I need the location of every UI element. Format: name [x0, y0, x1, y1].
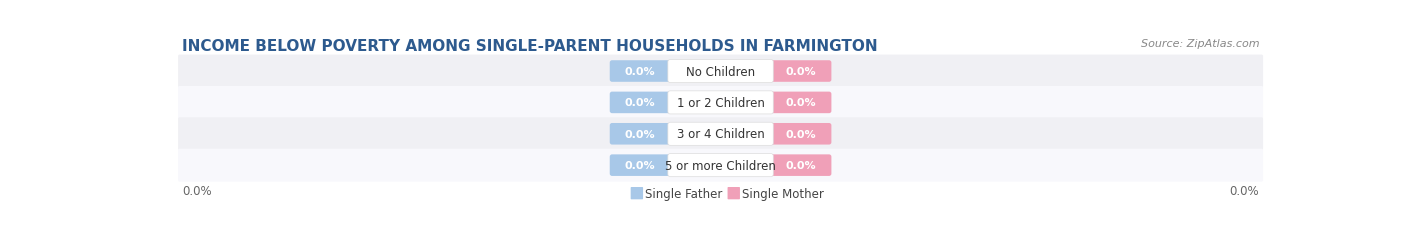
Text: INCOME BELOW POVERTY AMONG SINGLE-PARENT HOUSEHOLDS IN FARMINGTON: INCOME BELOW POVERTY AMONG SINGLE-PARENT… — [181, 38, 877, 53]
Text: 0.0%: 0.0% — [786, 67, 817, 77]
FancyBboxPatch shape — [179, 87, 1263, 119]
Text: 0.0%: 0.0% — [786, 98, 817, 108]
Text: No Children: No Children — [686, 65, 755, 78]
FancyBboxPatch shape — [610, 123, 671, 145]
Text: 1 or 2 Children: 1 or 2 Children — [676, 97, 765, 109]
FancyBboxPatch shape — [668, 123, 773, 146]
Text: 0.0%: 0.0% — [181, 184, 211, 197]
FancyBboxPatch shape — [770, 155, 831, 176]
Text: 0.0%: 0.0% — [624, 161, 655, 170]
FancyBboxPatch shape — [179, 55, 1263, 88]
Text: Single Father: Single Father — [645, 187, 723, 200]
Text: 0.0%: 0.0% — [624, 67, 655, 77]
FancyBboxPatch shape — [668, 154, 773, 177]
Text: 3 or 4 Children: 3 or 4 Children — [676, 128, 765, 141]
FancyBboxPatch shape — [631, 187, 643, 199]
FancyBboxPatch shape — [610, 61, 671, 82]
FancyBboxPatch shape — [727, 187, 740, 199]
Text: 5 or more Children: 5 or more Children — [665, 159, 776, 172]
Text: Source: ZipAtlas.com: Source: ZipAtlas.com — [1140, 38, 1260, 49]
FancyBboxPatch shape — [610, 92, 671, 114]
FancyBboxPatch shape — [610, 155, 671, 176]
FancyBboxPatch shape — [770, 61, 831, 82]
FancyBboxPatch shape — [668, 60, 773, 83]
FancyBboxPatch shape — [770, 123, 831, 145]
FancyBboxPatch shape — [179, 118, 1263, 151]
FancyBboxPatch shape — [770, 92, 831, 114]
FancyBboxPatch shape — [179, 149, 1263, 182]
Text: 0.0%: 0.0% — [1230, 184, 1260, 197]
FancyBboxPatch shape — [668, 91, 773, 114]
Text: 0.0%: 0.0% — [786, 129, 817, 139]
Text: 0.0%: 0.0% — [624, 98, 655, 108]
Text: 0.0%: 0.0% — [786, 161, 817, 170]
Text: 0.0%: 0.0% — [624, 129, 655, 139]
Text: Single Mother: Single Mother — [742, 187, 824, 200]
